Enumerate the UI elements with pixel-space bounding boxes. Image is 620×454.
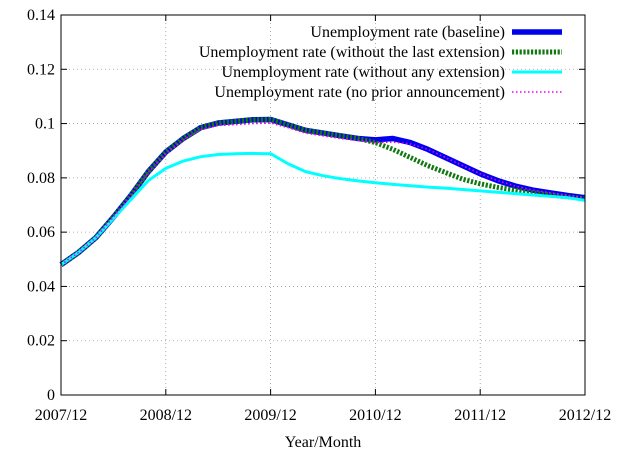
- series-line-3: [60, 151, 586, 266]
- legend-label: Unemployment rate (baseline): [310, 24, 505, 41]
- y-tick-label: 0.1: [35, 116, 55, 133]
- series-lines: [59, 116, 586, 267]
- y-tick-label: 0.04: [27, 278, 55, 295]
- x-tick-label: 2009/12: [244, 407, 296, 424]
- x-axis-title: Year/Month: [285, 434, 362, 451]
- legend-label: Unemployment rate (without the last exte…: [199, 44, 505, 61]
- y-tick-label: 0.08: [27, 170, 55, 187]
- y-tick-label: 0: [47, 387, 55, 404]
- x-tick-label: 2008/12: [140, 407, 192, 424]
- legend-label: Unemployment rate (without any extension…: [222, 64, 505, 81]
- x-tick-label: 2012/12: [559, 407, 611, 424]
- y-tick-label: 0.02: [27, 333, 55, 350]
- y-tick-label: 0.06: [27, 224, 55, 241]
- y-tick-label: 0.14: [27, 7, 55, 24]
- series-line-2: [59, 117, 586, 267]
- legend: Unemployment rate (baseline) Unemployment…: [199, 24, 562, 101]
- legend-label: Unemployment rate (no prior announcement…: [214, 84, 505, 101]
- axis-ticks: 0 0.02 0.04 0.06 0.08 0.1 0.12 0.14 2007/12 2008/…: [27, 7, 611, 424]
- x-tick-label: 2007/12: [35, 407, 87, 424]
- plot-frame: [60, 14, 586, 396]
- y-tick-label: 0.12: [27, 61, 55, 78]
- x-tick-label: 2011/12: [454, 407, 506, 424]
- series-line-4: [60, 122, 586, 266]
- x-tick-label: 2010/12: [349, 407, 401, 424]
